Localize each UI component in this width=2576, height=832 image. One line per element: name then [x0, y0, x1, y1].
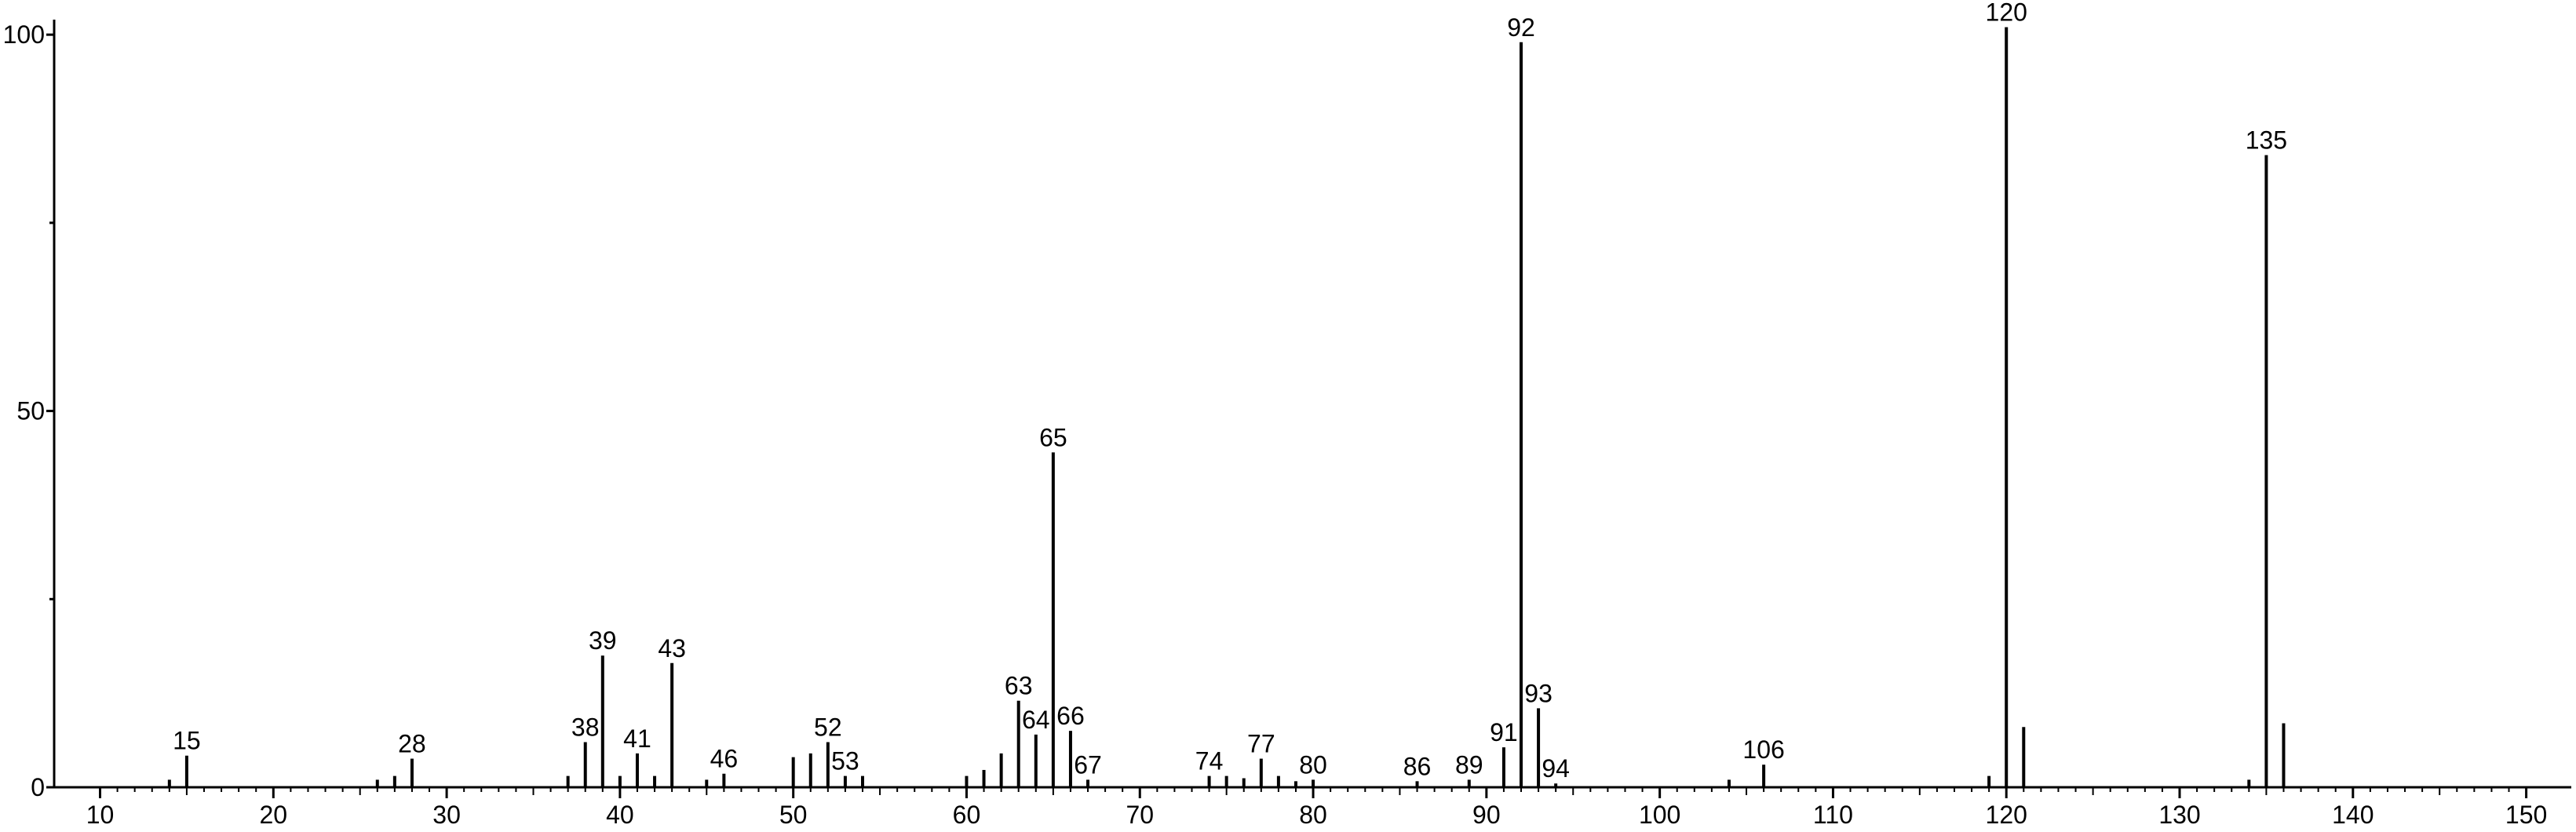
- peak-label: 46: [710, 745, 739, 773]
- x-tick-label: 10: [86, 801, 115, 829]
- peak-label: 93: [1524, 679, 1553, 707]
- x-tick-label: 70: [1126, 801, 1154, 829]
- peak-label: 15: [173, 727, 201, 755]
- peak-label: 77: [1247, 730, 1275, 758]
- x-tick-label: 40: [606, 801, 634, 829]
- peak-label: 65: [1039, 423, 1067, 451]
- peak-label: 52: [814, 713, 842, 741]
- y-tick-label: 100: [3, 20, 45, 49]
- peak-label: 92: [1507, 13, 1535, 42]
- peak-label: 39: [589, 626, 617, 655]
- peak-label: 53: [831, 747, 859, 775]
- peak-label: 120: [1986, 0, 2027, 27]
- x-tick-label: 110: [1813, 801, 1853, 829]
- x-tick-label: 150: [2505, 801, 2547, 829]
- x-tick-label: 50: [779, 801, 808, 829]
- peak-label: 91: [1490, 718, 1518, 746]
- x-tick-label: 30: [432, 801, 461, 829]
- peak-label: 64: [1022, 706, 1050, 734]
- x-tick-label: 130: [2158, 801, 2200, 829]
- peak-label: 63: [1005, 672, 1033, 700]
- x-tick-label: 140: [2332, 801, 2373, 829]
- peak-label: 43: [658, 634, 686, 662]
- peak-label: 41: [623, 724, 651, 753]
- peak-label: 89: [1455, 750, 1483, 779]
- x-tick-label: 100: [1639, 801, 1680, 829]
- peak-label: 94: [1542, 754, 1570, 783]
- x-tick-label: 80: [1299, 801, 1327, 829]
- peak-label: 106: [1742, 735, 1784, 764]
- peak-label: 80: [1299, 750, 1327, 779]
- peak-label: 135: [2246, 126, 2287, 155]
- peak-label: 67: [1074, 750, 1102, 779]
- x-tick-label: 60: [953, 801, 981, 829]
- x-tick-label: 20: [260, 801, 288, 829]
- x-tick-label: 120: [1986, 801, 2027, 829]
- x-tick-label: 90: [1472, 801, 1501, 829]
- peak-label: 38: [571, 713, 600, 741]
- y-tick-label: 50: [16, 397, 45, 425]
- peak-label: 74: [1195, 747, 1224, 775]
- peak-label: 86: [1403, 752, 1432, 780]
- peak-label: 28: [398, 730, 426, 758]
- peak-label: 66: [1056, 702, 1085, 730]
- y-tick-label: 0: [31, 773, 45, 801]
